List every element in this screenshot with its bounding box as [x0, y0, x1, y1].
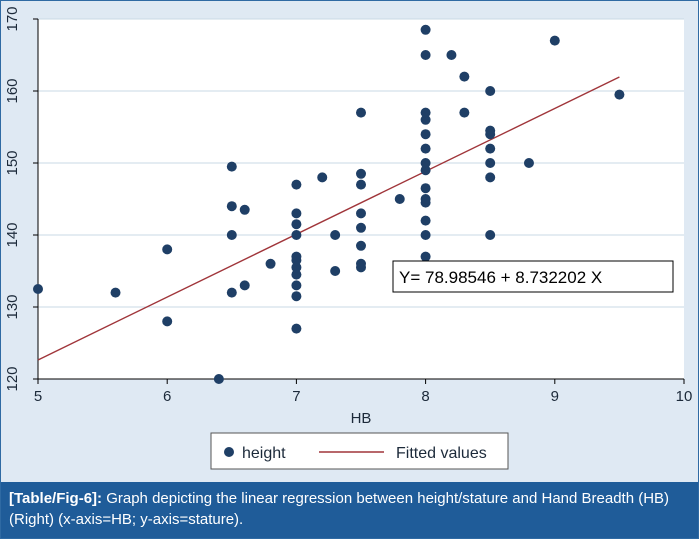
data-point	[265, 258, 276, 269]
data-point	[356, 107, 366, 118]
y-tick-label: 150	[4, 150, 21, 175]
scatter-points	[33, 24, 625, 384]
data-point	[420, 50, 431, 60]
data-point	[291, 280, 302, 291]
data-point	[420, 114, 431, 125]
data-point	[356, 208, 366, 219]
legend: height Fitted values	[210, 432, 509, 470]
caption-tag: [Table/Fig-6]:	[9, 490, 103, 507]
data-point	[420, 183, 431, 194]
fitted-values-line	[37, 76, 620, 361]
fitted-line-layer	[37, 76, 620, 361]
data-point	[291, 291, 302, 302]
caption-text: Graph depicting the linear regression be…	[9, 490, 670, 528]
figure-caption: [Table/Fig-6]: Graph depicting the linea…	[1, 482, 698, 538]
y-tick-label: 160	[4, 78, 21, 103]
data-point	[291, 262, 302, 273]
data-point	[420, 129, 431, 140]
data-point	[330, 230, 341, 240]
equation-annotation: Y= 78.98546 + 8.732202 X	[392, 260, 674, 293]
data-point	[459, 107, 470, 118]
plot-area	[38, 19, 684, 379]
data-point	[420, 165, 431, 176]
axes: 5 6 7 8 9 10 120 130 140 150 160 170 HB	[4, 6, 692, 427]
data-point	[523, 158, 534, 168]
data-point	[420, 230, 431, 240]
data-point	[485, 172, 496, 183]
data-point	[162, 316, 173, 327]
data-point	[549, 35, 560, 46]
y-tick-label: 170	[4, 6, 21, 31]
legend-label-fitted: Fitted values	[396, 445, 487, 462]
data-point	[291, 219, 302, 230]
data-point	[226, 201, 237, 212]
data-point	[420, 158, 431, 168]
data-point	[420, 24, 431, 35]
data-point	[356, 179, 366, 190]
y-tick-label: 140	[4, 222, 21, 247]
x-tick-label: 9	[551, 388, 559, 405]
x-tick-label: 8	[421, 388, 429, 405]
data-point	[356, 240, 366, 251]
data-point	[614, 89, 625, 100]
data-point	[239, 280, 250, 291]
data-point	[330, 266, 341, 276]
legend-marker-height	[224, 447, 234, 457]
data-point	[162, 244, 173, 255]
data-point	[239, 204, 250, 215]
equation-text: Y= 78.98546 + 8.732202 X	[399, 268, 602, 287]
x-tick-label: 10	[676, 388, 693, 405]
data-point	[485, 143, 496, 154]
x-tick-label: 7	[292, 388, 300, 405]
y-tick-label: 120	[4, 366, 21, 391]
data-point	[226, 161, 237, 172]
data-point	[485, 86, 496, 96]
data-point	[485, 230, 496, 240]
data-point	[291, 208, 302, 219]
data-point	[420, 107, 431, 118]
data-point	[317, 172, 328, 183]
data-point	[420, 251, 431, 262]
y-tick-label: 130	[4, 294, 21, 319]
data-point	[420, 215, 431, 226]
data-point	[226, 287, 237, 298]
x-tick-label: 6	[163, 388, 171, 405]
data-point	[420, 194, 431, 204]
data-point	[356, 222, 366, 233]
data-point	[356, 258, 366, 269]
data-point	[291, 230, 302, 240]
legend-box	[210, 432, 509, 470]
data-point	[459, 71, 470, 82]
equation-box	[392, 260, 674, 293]
x-tick-label: 5	[34, 388, 42, 405]
data-point	[420, 143, 431, 154]
data-point	[226, 230, 237, 240]
data-point	[110, 287, 121, 298]
regression-chart: 5 6 7 8 9 10 120 130 140 150 160 170 HB Y= 78.98546 …	[4, 6, 692, 470]
data-point	[394, 194, 405, 204]
data-point	[291, 269, 302, 280]
data-point	[213, 374, 224, 384]
data-point	[291, 251, 302, 262]
data-point	[33, 284, 43, 294]
x-axis-title: HB	[351, 410, 372, 427]
data-point	[446, 50, 457, 60]
data-point	[291, 323, 302, 334]
data-point	[291, 179, 302, 190]
data-point	[485, 125, 496, 136]
data-point	[485, 158, 496, 168]
legend-label-height: height	[242, 445, 286, 462]
data-point	[356, 168, 366, 179]
